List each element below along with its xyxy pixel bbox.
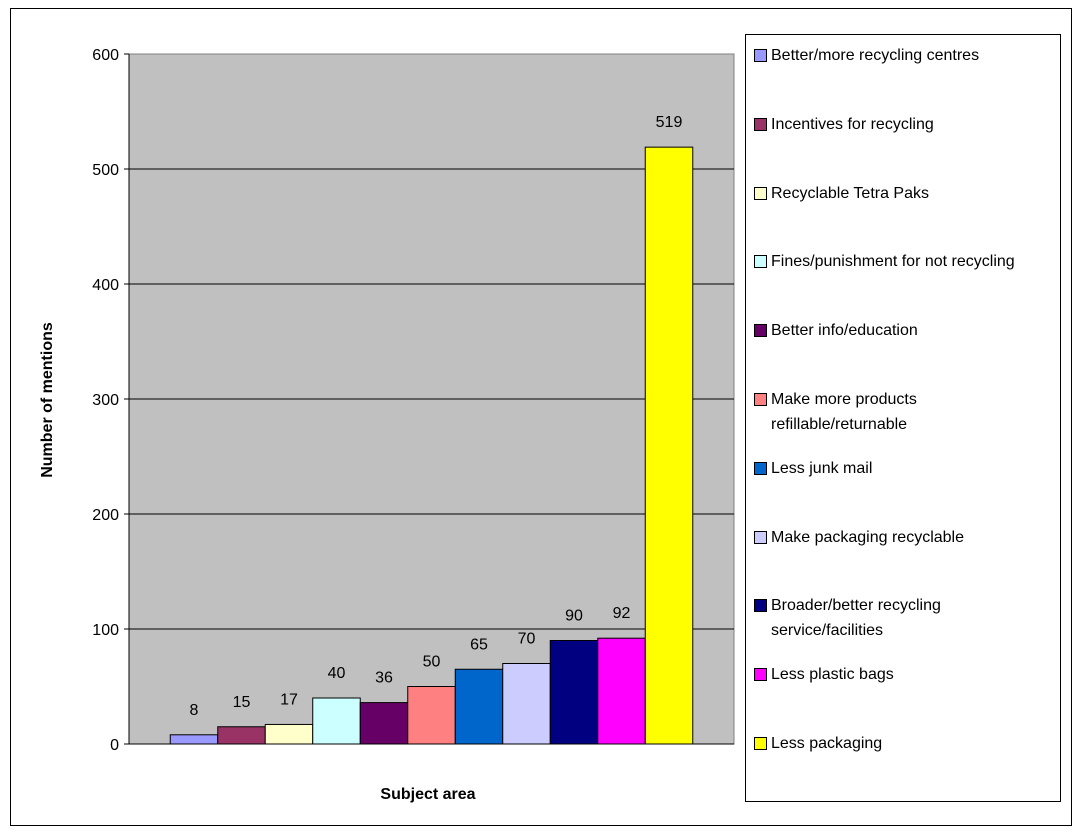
data-label: 17 <box>280 691 298 708</box>
legend-item: Less junk mail <box>754 456 1061 481</box>
bar <box>644 146 694 745</box>
bar <box>407 686 456 745</box>
bar <box>169 734 219 745</box>
y-tick-label: 200 <box>92 507 119 524</box>
legend-swatch <box>754 324 767 338</box>
legend-label: Better info/education <box>771 322 918 340</box>
y-tick-label: 500 <box>92 162 119 179</box>
gridlines <box>129 168 734 630</box>
legend-swatch <box>754 255 767 269</box>
bars <box>169 146 694 745</box>
legend-item: Better/more recycling centres <box>754 43 1061 68</box>
legend-item: Recyclable Tetra Paks <box>754 181 1061 206</box>
data-label: 92 <box>613 605 631 622</box>
y-tick-label: 600 <box>92 47 119 64</box>
legend-swatch <box>754 117 767 131</box>
y-tick-label: 0 <box>110 737 119 754</box>
legend-item: Fines/punishment for not recycling <box>754 249 1061 274</box>
bar <box>359 702 409 745</box>
data-label: 70 <box>518 631 536 648</box>
legend-item: Make packaging recyclable <box>754 525 1061 550</box>
y-tick-label: 100 <box>92 622 119 639</box>
data-labels: 8 15 17 40 36 50 65 70 90 92 519 <box>190 114 683 719</box>
legend-swatch <box>754 599 767 613</box>
legend-swatch <box>754 393 767 406</box>
bar <box>264 723 314 745</box>
legend-item: Make more products refillable/returnable <box>754 387 1061 437</box>
legend-label: Better/more recycling centres <box>771 47 980 64</box>
data-label: 36 <box>375 670 393 687</box>
legend-label: Recyclable Tetra Paks <box>771 184 929 202</box>
legend-swatch <box>754 461 767 475</box>
legend-label: Fines/punishment for not recycling <box>771 253 1015 271</box>
legend-item: Broader/better recycling service/facilit… <box>754 593 1061 643</box>
data-label: 65 <box>470 636 488 653</box>
data-label: 8 <box>190 702 199 719</box>
legend-item: Less plastic bags <box>754 662 1061 687</box>
legend-swatch <box>754 49 767 62</box>
legend-item: Incentives for recycling <box>754 112 1061 137</box>
legend-label: Incentives for recycling <box>771 115 934 133</box>
y-axis-title: Number of mentions <box>39 322 56 478</box>
bar <box>502 663 551 745</box>
legend-swatch <box>754 668 767 682</box>
y-tick-label: 300 <box>92 392 119 409</box>
legend-label: Broader/better recycling service/facilit… <box>771 597 941 640</box>
legend-swatch <box>754 186 767 200</box>
bar <box>312 697 361 745</box>
data-label: 50 <box>423 654 441 671</box>
legend-label: Make more products refillable/returnable <box>771 391 917 433</box>
legend: Better/more recycling centres Incentives … <box>745 34 1061 802</box>
bar <box>597 637 646 745</box>
legend-label: Less plastic bags <box>771 666 894 684</box>
y-axis: 0 100 200 300 400 500 600 <box>92 47 734 754</box>
legend-item: Better info/education <box>754 318 1061 343</box>
bar <box>549 640 599 745</box>
legend-swatch <box>754 737 767 750</box>
data-label: 40 <box>328 665 346 682</box>
legend-label: Make packaging recyclable <box>771 528 964 546</box>
y-tick-label: 400 <box>92 277 119 294</box>
legend-label: Less junk mail <box>771 459 873 477</box>
data-label: 15 <box>233 694 251 711</box>
legend-item: Less packaging <box>754 731 1061 756</box>
bar <box>454 668 504 745</box>
x-axis-title: Subject area <box>380 786 475 803</box>
data-label: 519 <box>656 114 683 131</box>
bar <box>217 726 266 745</box>
data-label: 90 <box>565 608 583 625</box>
legend-swatch <box>754 530 767 544</box>
legend-label: Less packaging <box>771 735 883 752</box>
